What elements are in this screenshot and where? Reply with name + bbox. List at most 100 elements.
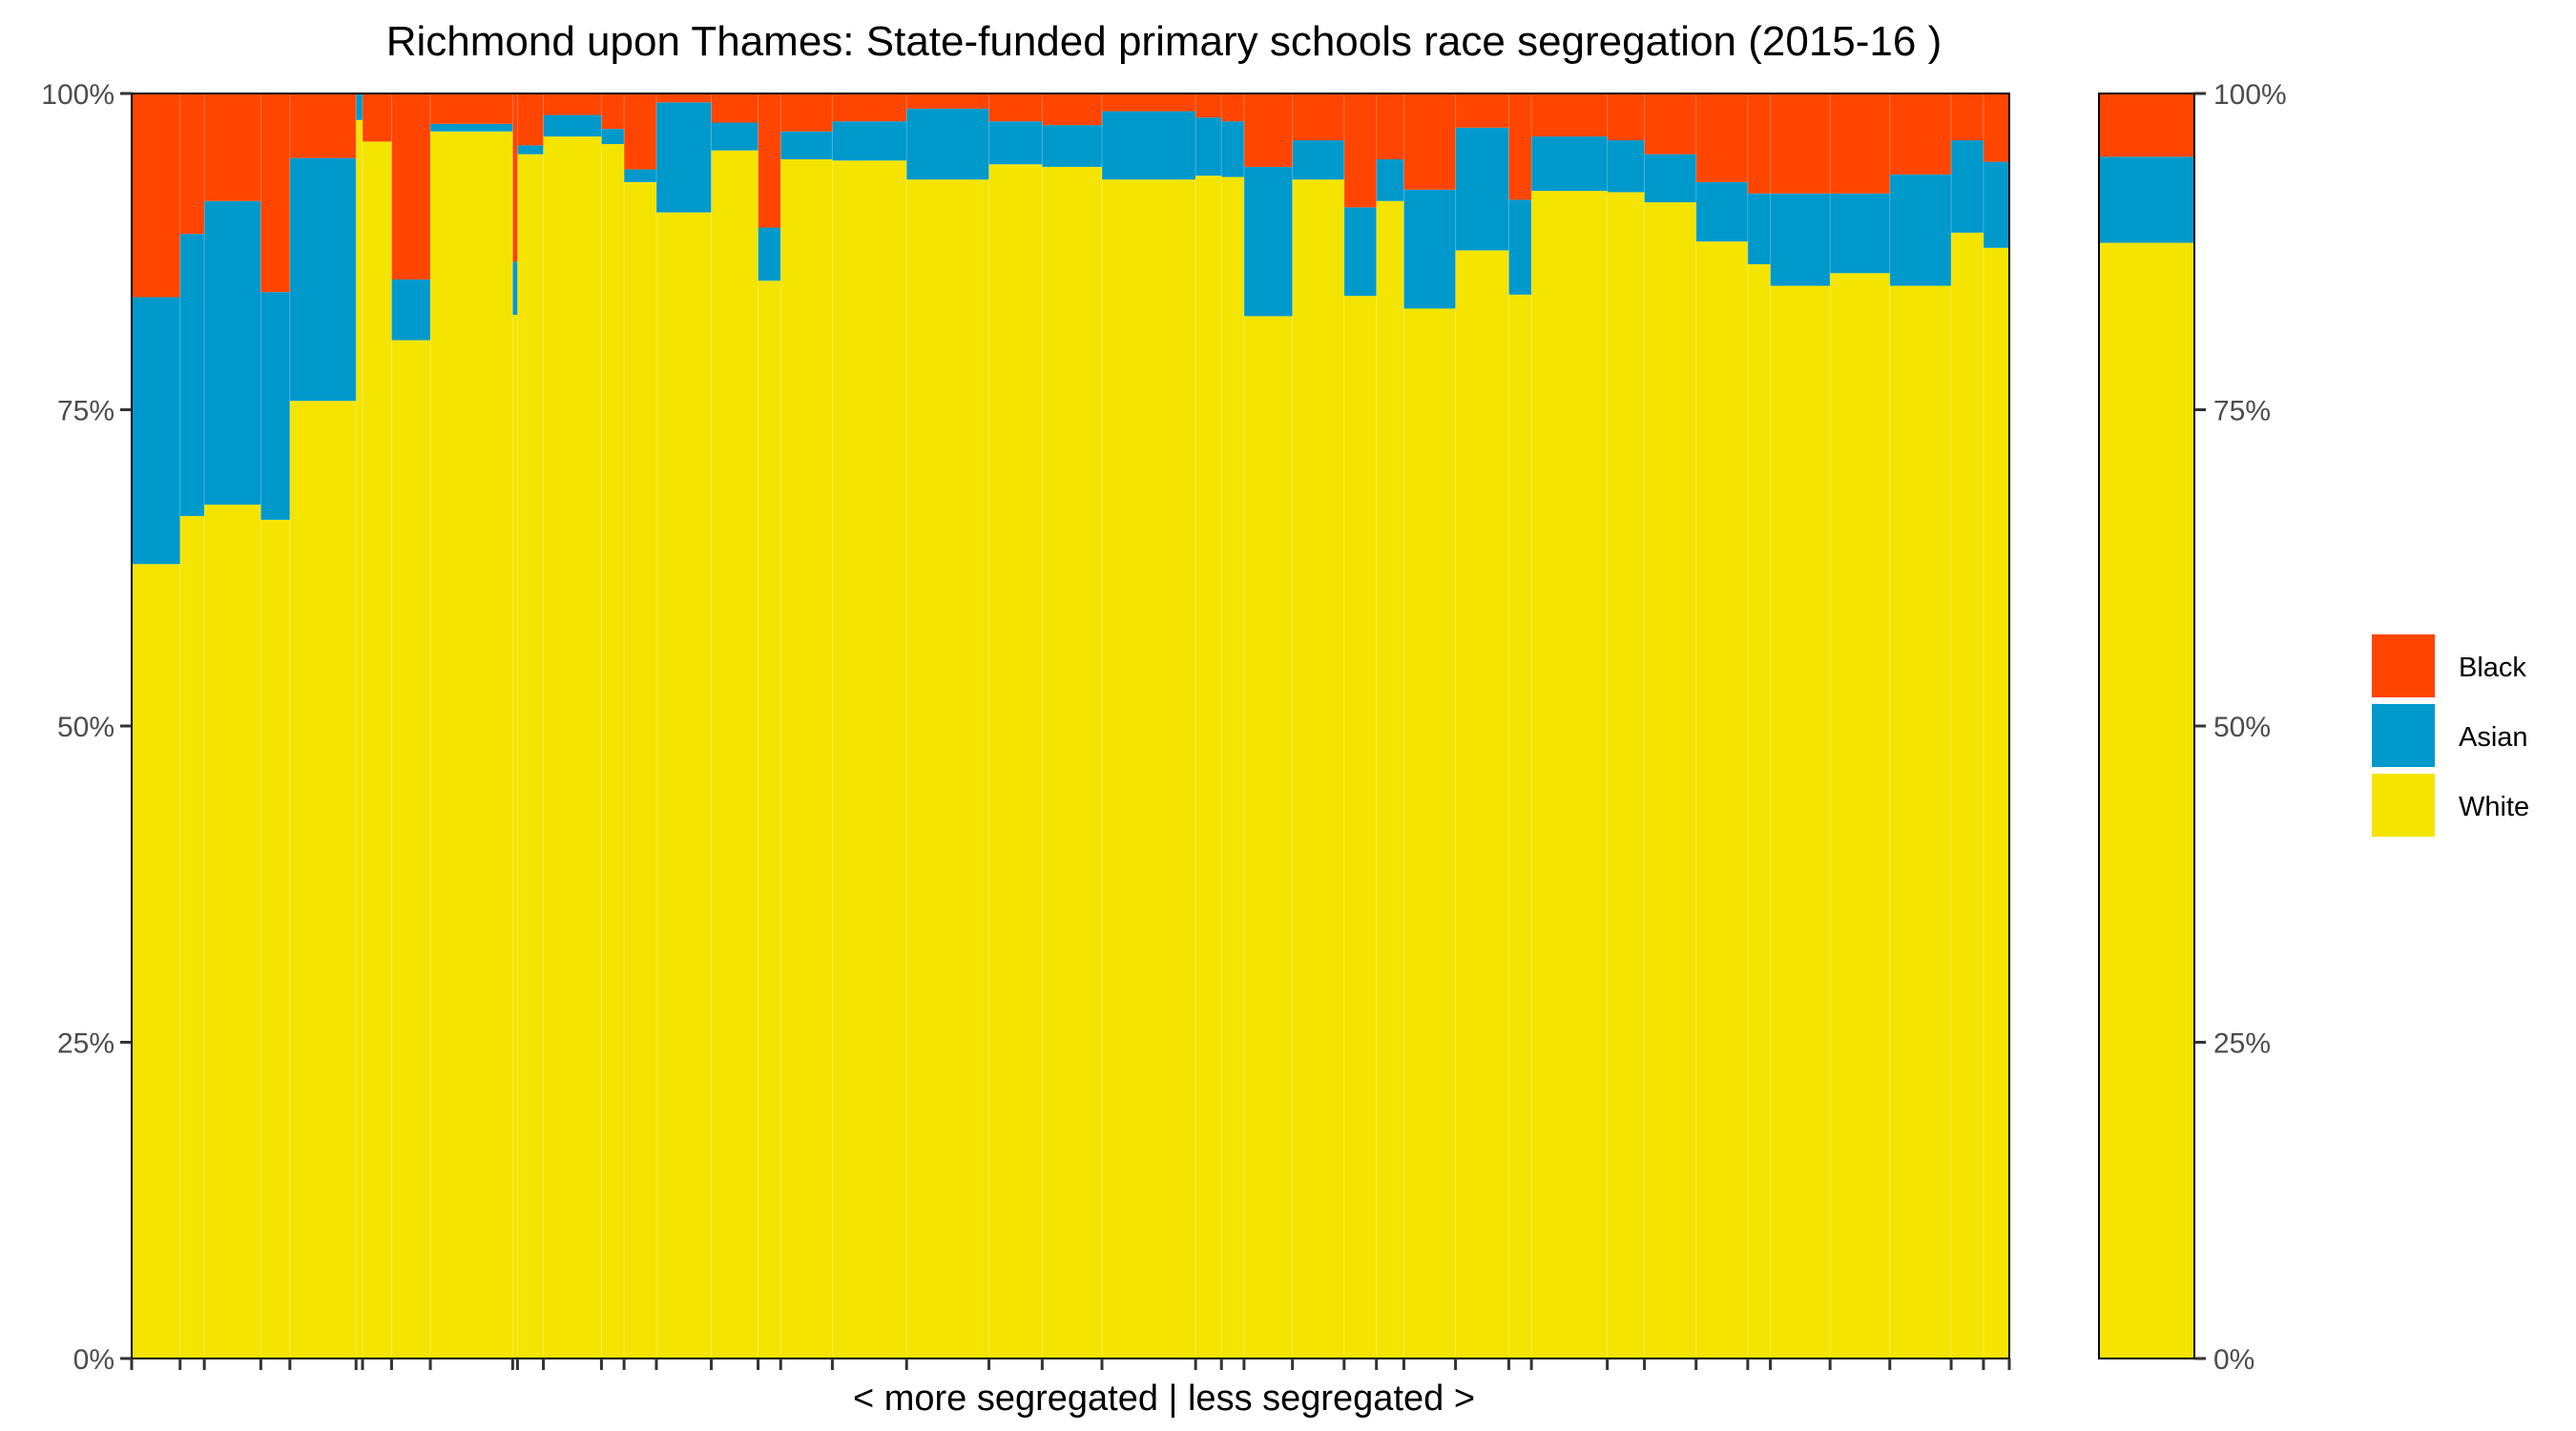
bar-segment-white [906,179,990,1358]
bar-segment-asian [1508,199,1532,295]
school-bar [511,93,519,1358]
school-bar [1889,93,1952,1358]
bar-segment-asian [204,200,261,505]
school-bar [1195,93,1222,1359]
bar-segment-black [758,93,781,228]
bar-segment-asian [430,123,513,132]
bar-segment-white [1607,192,1646,1359]
bar-segment-black [1607,93,1646,141]
bar-segment-black [1102,93,1196,112]
school-bar [1695,93,1749,1358]
legend: Black Asian White [2372,634,2529,837]
bar-segment-asian [1221,121,1245,177]
bar-segment-white [289,401,357,1359]
school-bar [1950,93,1984,1359]
bar-segment-white [517,154,545,1358]
bar-segment-white [179,515,205,1358]
bar-segment-black [1195,93,1222,118]
bar-segment-white [601,144,625,1358]
school-bar [988,93,1043,1358]
bar-segment-black [1770,93,1831,194]
school-bar [1292,93,1345,1358]
school-bar [1747,93,1772,1358]
bar-segment-white [780,158,833,1359]
bar-segment-black [711,93,759,123]
overall-segment-asian [2099,156,2194,243]
school-bar [543,93,603,1359]
bar-segment-asian [1695,181,1749,242]
bar-segment-black [601,93,625,130]
legend-label-white: White [2459,792,2529,822]
bar-segment-asian [391,279,431,341]
bar-segment-white [260,519,291,1358]
bar-segment-white [988,164,1043,1358]
bar-segment-white [391,340,431,1358]
bar-segment-black [1889,93,1952,175]
bar-segment-white [1508,294,1532,1359]
bar-segment-asian [1983,161,2010,248]
school-bar [1770,93,1831,1358]
bar-segment-asian [356,93,364,120]
legend-swatch-white [2372,774,2435,837]
bar-segment-black [430,93,513,124]
bar-segment-asian [1102,111,1196,180]
bar-segment-asian [655,102,713,213]
school-bar [1343,93,1378,1358]
y-tick-label: 25% [57,1028,114,1060]
bar-segment-asian [1531,136,1609,192]
bar-segment-black [1644,93,1697,155]
bar-segment-white [1376,200,1405,1359]
bar-segment-white [356,119,364,1359]
school-bar [655,93,713,1358]
bar-segment-white [1455,250,1510,1358]
bar-segment-asian [624,169,657,182]
school-bar [1644,93,1697,1358]
bar-segment-asian [260,292,291,520]
school-bar [1607,93,1646,1359]
bar-segment-asian [1292,140,1345,180]
y-tick-label: 75% [57,396,114,427]
bar-segment-asian [1042,125,1103,167]
bar-segment-asian [543,114,603,137]
school-bar [179,93,205,1358]
y-tick-label: 25% [2213,1028,2271,1060]
school-bar [1983,93,2010,1358]
school-bar [1041,93,1103,1358]
bar-segment-white [1951,232,1984,1359]
bar-segment-white [543,136,603,1359]
schools-bars [131,93,2010,1359]
school-bar [1243,93,1294,1358]
bar-segment-black [543,93,603,115]
school-bar [758,93,781,1358]
x-axis-ticks [130,1358,2011,1370]
legend-label-asian: Asian [2459,722,2528,753]
y-tick-label: 100% [41,79,114,111]
y-axis-left: 0% 25% 50% 75% 100% [41,79,132,1376]
bar-segment-white [430,131,513,1358]
bar-segment-black [1292,93,1345,141]
overall-segment-white [2099,242,2194,1359]
bar-segment-black [1376,93,1405,159]
bar-segment-white [204,504,261,1358]
school-bar [1220,93,1245,1358]
bar-segment-asian [1195,117,1222,176]
school-bar [1101,93,1196,1358]
bar-segment-white [132,564,181,1358]
bar-segment-black [1830,93,1891,194]
bar-segment-asian [601,129,625,145]
school-bar [1455,93,1510,1358]
bar-segment-white [512,315,519,1358]
bar-segment-asian [1343,207,1378,297]
school-bar [1402,93,1457,1358]
school-bar [429,93,513,1358]
legend-label-black: Black [2459,653,2526,683]
overall-bar [2099,93,2194,1359]
bar-segment-asian [1403,189,1457,309]
bar-segment-white [711,150,759,1358]
school-bar [600,93,625,1358]
bar-segment-white [1770,285,1831,1358]
bar-segment-asian [1951,140,1984,233]
school-bar [1530,93,1609,1359]
bar-segment-asian [1770,193,1831,286]
school-bar [1376,93,1405,1359]
